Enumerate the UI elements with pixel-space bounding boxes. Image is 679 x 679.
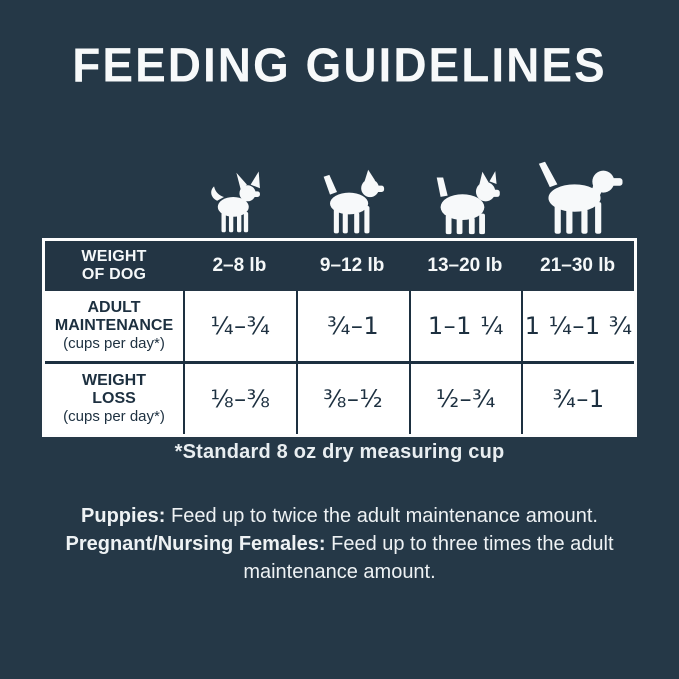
pregnant-nursing-note-label: Pregnant/Nursing Females: [65,533,326,555]
table-cell: ½–¾ [408,364,522,434]
dog-slot-1 [180,158,294,235]
table-cell: 1–1 ¼ [408,291,522,361]
dog-size-icons-row [180,158,637,235]
puppies-note: Puppies: Feed up to twice the adult main… [60,502,620,530]
column-header-9-12lb: 9–12 lb [319,255,385,276]
measuring-cup-footnote: *Standard 8 oz dry measuring cup [174,441,505,463]
row-sublabel: (cups per day*) [63,408,165,425]
column-header-2-8lb: 2–8 lb [212,255,267,276]
table-cell: ¼–¾ [183,291,296,361]
row-label-line2: LOSS [92,390,136,407]
pregnant-nursing-note: Pregnant/Nursing Females: Feed up to thr… [60,530,620,586]
page-title: FEEDING GUIDELINES [72,37,607,93]
corner-header-line2: OF DOG [81,266,147,283]
table-cell: ⅜–½ [295,364,409,434]
row-label-weight-loss: WEIGHT LOSS (cups per day*) [45,364,183,434]
cell-value: ⅜–½ [323,385,384,413]
west-highland-terrier-icon [429,169,503,235]
table-row-adult-maintenance: ADULT MAINTENANCE (cups per day*) ¼–¾ ¾–… [45,291,634,361]
cell-value: ¼–¾ [210,312,271,340]
column-header-13-20lb: 13–20 lb [427,255,503,276]
cell-value: ¾–1 [327,312,380,340]
feeding-notes: Puppies: Feed up to twice the adult main… [60,502,620,586]
table-cell: ¾–1 [521,364,634,434]
table-cell: ⅛–⅜ [183,364,296,434]
dog-slot-3 [409,158,523,235]
cell-value: ¾–1 [552,385,605,413]
column-header-21-30lb: 21–30 lb [540,255,616,276]
chihuahua-icon [206,167,268,235]
row-label-adult-maintenance: ADULT MAINTENANCE (cups per day*) [45,291,183,361]
row-label-line2: MAINTENANCE [54,317,174,334]
puppies-note-text: Feed up to twice the adult maintenance a… [171,505,598,527]
small-terrier-icon [316,165,386,235]
row-sublabel: (cups per day*) [63,335,165,352]
cell-value: 1 ¼–1 ¾ [524,312,633,340]
feeding-table: WEIGHT OF DOG 2–8 lb 9–12 lb 13–20 lb 21… [42,238,637,437]
table-cell: 1 ¼–1 ¾ [521,291,634,361]
dog-slot-4 [523,158,637,235]
table-row-weight-loss: WEIGHT LOSS (cups per day*) ⅛–⅜ ⅜–½ ½–¾ … [45,361,634,434]
row-label-line1: ADULT [87,299,141,316]
beagle-icon [532,157,628,235]
cell-value: 1–1 ¼ [427,312,504,340]
corner-header-weight-of-dog: WEIGHT OF DOG [45,248,183,284]
dog-slot-2 [294,158,408,235]
row-label-line1: WEIGHT [82,372,146,389]
pregnant-nursing-note-text: Feed up to three times the adult mainten… [243,533,614,583]
cell-value: ½–¾ [435,385,496,413]
table-cell: ¾–1 [295,291,409,361]
cell-value: ⅛–⅜ [210,385,271,413]
corner-header-line1: WEIGHT [81,248,147,265]
table-header-row: WEIGHT OF DOG 2–8 lb 9–12 lb 13–20 lb 21… [45,241,634,291]
puppies-note-label: Puppies: [81,505,166,527]
